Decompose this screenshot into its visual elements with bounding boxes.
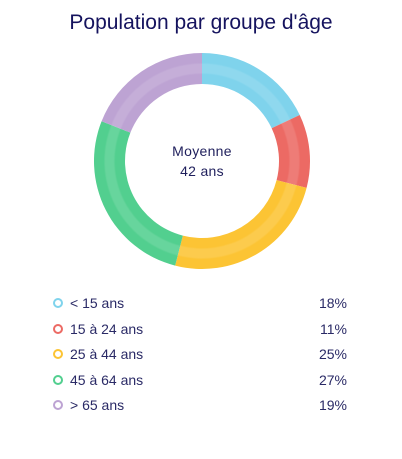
legend-label: 25 à 44 ans (70, 346, 144, 362)
legend-item[interactable]: 25 à 44 ans 25% (53, 344, 347, 370)
legend-marker (53, 323, 63, 334)
center-value: 42 ans (180, 163, 224, 179)
donut-slice[interactable] (93, 121, 183, 266)
donut-slice-sheen (202, 63, 291, 124)
legend-value: 25% (318, 346, 347, 362)
legend-label: > 65 ans (70, 397, 125, 413)
legend-marker (53, 400, 63, 410)
legend-value: 19% (318, 397, 347, 413)
legend-value: 11% (320, 320, 347, 337)
legend-value: 18% (318, 295, 347, 311)
center-label: Moyenne (172, 143, 232, 159)
chart-legend: < 15 ans 18% 15 à 24 ans 11% 25 à 44 ans 25% 4… (53, 293, 347, 421)
donut-sheen (104, 63, 300, 259)
legend-item[interactable]: 15 à 24 ans 11% (53, 319, 347, 345)
legend-marker (53, 374, 63, 385)
legend-item[interactable]: 45 à 64 ans 27% (53, 370, 347, 396)
donut-slices (93, 53, 311, 270)
legend-label: 45 à 64 ans (70, 371, 144, 388)
legend-item[interactable]: < 15 ans 18% (53, 293, 347, 319)
legend-marker (53, 349, 63, 359)
legend-marker (53, 298, 63, 308)
donut-slice-sheen (104, 125, 181, 256)
donut-slice-sheen (111, 63, 202, 129)
legend-value: 27% (318, 371, 347, 388)
donut-slice[interactable] (175, 180, 307, 270)
legend-label: 15 à 24 ans (70, 320, 144, 337)
legend-item[interactable]: > 65 ans 19% (53, 395, 347, 421)
donut-slice-sheen (281, 119, 300, 186)
chart-title: Population par groupe d'âge (69, 11, 333, 34)
legend-label: < 15 ans (70, 295, 125, 311)
donut-slice-sheen (177, 182, 297, 259)
